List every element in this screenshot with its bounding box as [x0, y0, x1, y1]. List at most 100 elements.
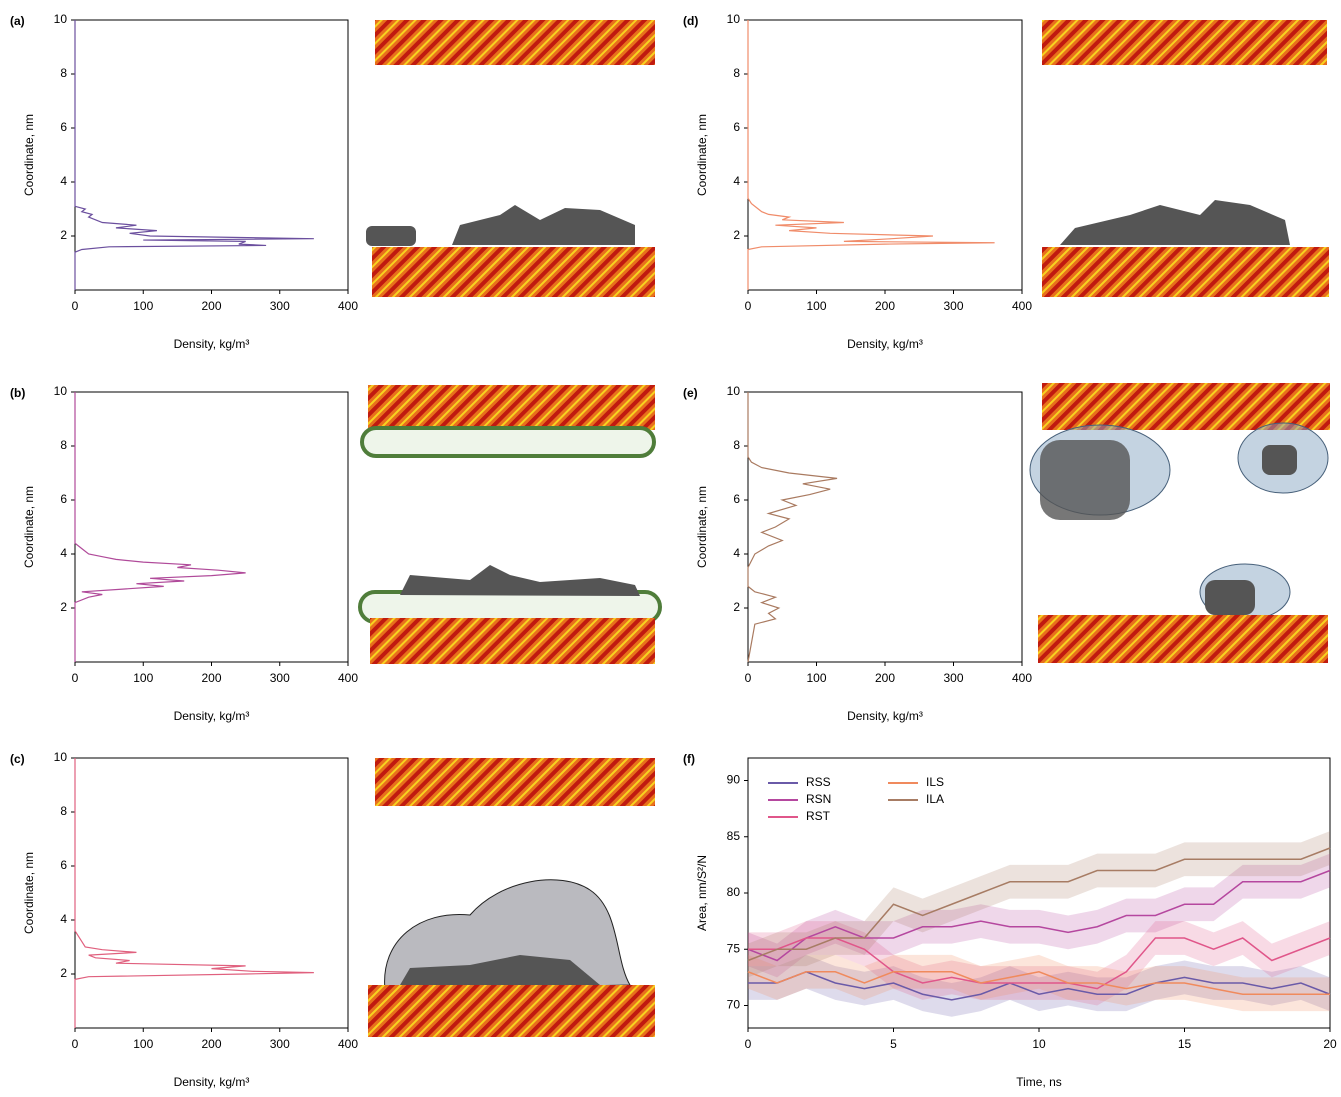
- molecule: [400, 565, 640, 596]
- x-tick-label: 0: [745, 299, 752, 313]
- plot-frame: [75, 392, 348, 662]
- panel-label: (f): [683, 752, 695, 766]
- x-tick-label: 200: [201, 299, 221, 313]
- plot-frame: [75, 20, 348, 290]
- y-axis-label: Area, nm/S²/N: [695, 855, 709, 931]
- silica-slab: [370, 618, 655, 664]
- y-tick-label: 8: [60, 804, 67, 818]
- surface-layer: [362, 428, 654, 456]
- y-tick-label: 10: [727, 12, 741, 26]
- x-tick-label: 100: [133, 299, 153, 313]
- x-axis-label: Density, kg/m³: [847, 709, 923, 723]
- silica-slab: [1042, 20, 1327, 65]
- panel-label: (b): [10, 386, 25, 400]
- y-tick-label: 75: [727, 941, 741, 955]
- x-tick-label: 10: [1032, 1037, 1046, 1051]
- x-tick-label: 300: [270, 1037, 290, 1051]
- y-tick-label: 70: [727, 998, 741, 1012]
- panel-label: (a): [10, 14, 25, 28]
- x-tick-label: 300: [270, 299, 290, 313]
- y-tick-label: 10: [54, 750, 68, 764]
- molecule: [1060, 200, 1290, 245]
- y-tick-label: 90: [727, 773, 741, 787]
- x-tick-label: 15: [1178, 1037, 1192, 1051]
- x-tick-label: 0: [745, 671, 752, 685]
- legend-label: RST: [806, 809, 831, 823]
- x-tick-label: 0: [72, 1037, 79, 1051]
- silica-slab: [368, 985, 655, 1037]
- y-tick-label: 6: [60, 858, 67, 872]
- y-tick-label: 8: [60, 438, 67, 452]
- y-tick-label: 2: [60, 600, 67, 614]
- y-axis-label: Coordinate, nm: [22, 114, 36, 196]
- y-tick-label: 10: [54, 12, 68, 26]
- density-line: [75, 392, 246, 662]
- y-tick-label: 85: [727, 829, 741, 843]
- x-tick-label: 100: [806, 671, 826, 685]
- x-tick-label: 20: [1323, 1037, 1337, 1051]
- x-axis-label: Time, ns: [1016, 1075, 1062, 1089]
- plot-frame: [75, 758, 348, 1028]
- x-axis-label: Density, kg/m³: [174, 337, 250, 351]
- x-axis-label: Density, kg/m³: [174, 709, 250, 723]
- legend-label: ILS: [926, 775, 944, 789]
- molecule: [1040, 440, 1130, 520]
- y-tick-label: 8: [733, 438, 740, 452]
- y-tick-label: 8: [60, 66, 67, 80]
- x-axis-label: Density, kg/m³: [174, 1075, 250, 1089]
- density-line: [75, 20, 314, 290]
- legend-label: RSS: [806, 775, 831, 789]
- x-tick-label: 0: [745, 1037, 752, 1051]
- x-tick-label: 100: [806, 299, 826, 313]
- x-tick-label: 200: [201, 671, 221, 685]
- silica-slab: [1042, 247, 1329, 297]
- y-tick-label: 10: [54, 384, 68, 398]
- x-tick-label: 300: [270, 671, 290, 685]
- silica-slab: [375, 758, 655, 806]
- y-tick-label: 4: [60, 546, 67, 560]
- surface-layer: [360, 592, 660, 622]
- x-tick-label: 400: [1012, 671, 1032, 685]
- x-tick-label: 200: [875, 671, 895, 685]
- y-tick-label: 2: [733, 600, 740, 614]
- y-tick-label: 4: [60, 174, 67, 188]
- x-axis-label: Density, kg/m³: [847, 337, 923, 351]
- y-axis-label: Coordinate, nm: [22, 486, 36, 568]
- y-tick-label: 6: [60, 120, 67, 134]
- silica-slab: [375, 20, 655, 65]
- y-axis-label: Coordinate, nm: [695, 114, 709, 196]
- density-line: [748, 392, 837, 662]
- panel-label: (d): [683, 14, 698, 28]
- x-tick-label: 5: [890, 1037, 897, 1051]
- molecule: [1205, 580, 1255, 615]
- plot-frame: [748, 392, 1022, 662]
- y-axis-label: Coordinate, nm: [695, 486, 709, 568]
- x-tick-label: 400: [338, 299, 358, 313]
- x-tick-label: 300: [943, 671, 963, 685]
- y-tick-label: 2: [60, 228, 67, 242]
- molecule: [366, 226, 416, 246]
- y-tick-label: 10: [727, 384, 741, 398]
- x-tick-label: 400: [338, 671, 358, 685]
- y-tick-label: 6: [60, 492, 67, 506]
- x-tick-label: 100: [133, 671, 153, 685]
- silica-slab: [1038, 615, 1328, 663]
- x-tick-label: 400: [1012, 299, 1032, 313]
- density-line: [748, 20, 995, 290]
- molecule: [452, 205, 635, 245]
- y-tick-label: 6: [733, 492, 740, 506]
- legend-label: RSN: [806, 792, 831, 806]
- x-tick-label: 200: [875, 299, 895, 313]
- x-tick-label: 200: [201, 1037, 221, 1051]
- panel-label: (e): [683, 386, 698, 400]
- y-tick-label: 6: [733, 120, 740, 134]
- x-tick-label: 400: [338, 1037, 358, 1051]
- figure: (a)Density, kg/m³Coordinate, nm010020030…: [0, 0, 1341, 1092]
- x-tick-label: 100: [133, 1037, 153, 1051]
- y-tick-label: 4: [60, 912, 67, 926]
- y-tick-label: 4: [733, 546, 740, 560]
- molecular-snapshots: [360, 20, 1330, 1037]
- legend-label: ILA: [926, 792, 944, 806]
- y-tick-label: 4: [733, 174, 740, 188]
- x-tick-label: 0: [72, 671, 79, 685]
